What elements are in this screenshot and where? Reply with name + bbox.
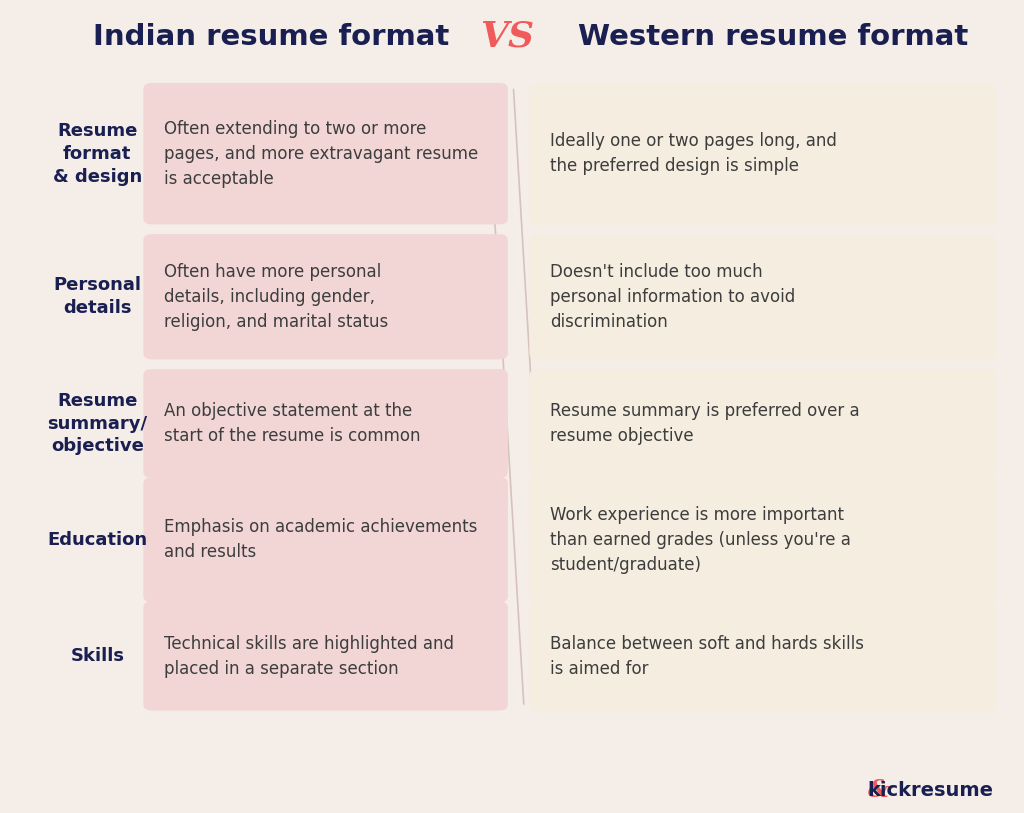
Text: Ideally one or two pages long, and
the preferred design is simple: Ideally one or two pages long, and the p…: [550, 133, 837, 175]
FancyBboxPatch shape: [529, 369, 996, 478]
FancyBboxPatch shape: [143, 83, 508, 224]
Text: &: &: [868, 778, 889, 802]
Text: Balance between soft and hards skills
is aimed for: Balance between soft and hards skills is…: [550, 635, 864, 677]
Text: Emphasis on academic achievements
and results: Emphasis on academic achievements and re…: [164, 519, 477, 561]
Text: Resume summary is preferred over a
resume objective: Resume summary is preferred over a resum…: [550, 402, 859, 445]
FancyBboxPatch shape: [529, 234, 996, 359]
FancyBboxPatch shape: [529, 477, 996, 602]
Text: Often have more personal
details, including gender,
religion, and marital status: Often have more personal details, includ…: [164, 263, 388, 331]
FancyBboxPatch shape: [143, 234, 508, 359]
Text: Skills: Skills: [71, 647, 124, 665]
Text: Education: Education: [47, 531, 147, 549]
FancyBboxPatch shape: [143, 369, 508, 478]
Text: Work experience is more important
than earned grades (unless you're a
student/gr: Work experience is more important than e…: [550, 506, 851, 574]
Text: kickresume: kickresume: [867, 780, 993, 800]
Text: Personal
details: Personal details: [53, 276, 141, 317]
Text: Doesn't include too much
personal information to avoid
discrimination: Doesn't include too much personal inform…: [550, 263, 796, 331]
FancyBboxPatch shape: [529, 602, 996, 711]
FancyBboxPatch shape: [529, 83, 996, 224]
Text: VS: VS: [480, 20, 534, 54]
FancyBboxPatch shape: [143, 477, 508, 602]
Text: Technical skills are highlighted and
placed in a separate section: Technical skills are highlighted and pla…: [164, 635, 454, 677]
Text: Resume
format
& design: Resume format & design: [52, 122, 142, 185]
FancyBboxPatch shape: [143, 602, 508, 711]
Text: Often extending to two or more
pages, and more extravagant resume
is acceptable: Often extending to two or more pages, an…: [164, 120, 478, 188]
Text: Indian resume format: Indian resume format: [93, 23, 450, 50]
Text: Western resume format: Western resume format: [578, 23, 969, 50]
Text: An objective statement at the
start of the resume is common: An objective statement at the start of t…: [164, 402, 420, 445]
Text: Resume
summary/
objective: Resume summary/ objective: [47, 392, 147, 455]
